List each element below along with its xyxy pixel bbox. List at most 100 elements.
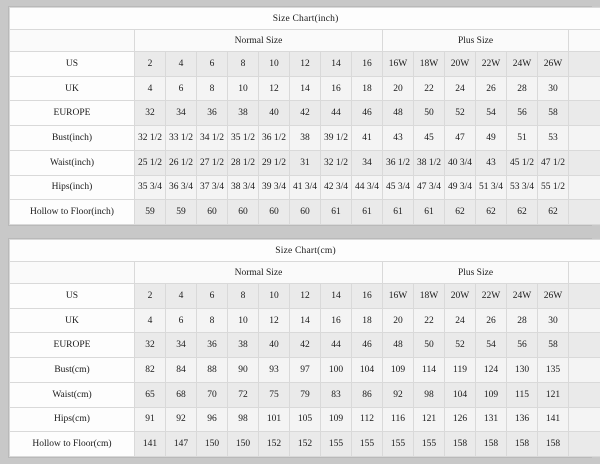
table-cell: 147 — [165, 431, 197, 457]
table-cell: 155 — [382, 431, 414, 457]
table-cell: 91 — [134, 406, 166, 433]
table-cell-trailing — [567, 149, 600, 176]
table-cell: 158 — [475, 431, 507, 457]
table-cell: 96 — [196, 406, 228, 433]
table-cell: 61 — [320, 199, 352, 225]
table-cell: 10 — [258, 51, 290, 77]
table-cell: 4 — [165, 51, 197, 77]
table-cell: 141 — [134, 431, 166, 457]
group-header-plus-size: Plus Size — [382, 29, 569, 52]
table-cell: 158 — [444, 431, 476, 457]
row-label-waist-inch: Waist(inch) — [9, 149, 135, 176]
table-cell: 141 — [537, 406, 569, 433]
table-cell: 93 — [258, 357, 290, 383]
table-cell: 26 — [475, 307, 507, 334]
row-label-us: US — [9, 283, 135, 309]
table-row: Hollow to Floor(cm) 141 147 150 150 152 152 155… — [9, 431, 600, 457]
table-cell: 52 — [444, 332, 476, 359]
table-cell: 16W — [382, 283, 414, 309]
size-chart-inch-table: Size Chart(inch) Normal Size Plus Size US 2 4… — [8, 7, 600, 225]
row-label-europe: EUROPE — [9, 332, 135, 359]
table-cell: 90 — [227, 357, 259, 383]
table-cell: 8 — [196, 75, 228, 102]
row-label-waist-cm: Waist(cm) — [9, 381, 135, 408]
size-chart-cm-block: Size Chart(cm) Normal Size Plus Size US 2 4 6 8… — [8, 238, 600, 458]
table-cell-trailing — [567, 332, 600, 359]
table-cell: 32 — [134, 100, 166, 127]
row-label-bust-cm: Bust(cm) — [9, 357, 135, 383]
table-cell: 12 — [289, 283, 321, 309]
table-cell-trailing — [567, 283, 600, 309]
table-row: Waist(inch) 25 1/2 26 1/2 27 1/2 28 1/2 29 1/… — [9, 149, 600, 176]
table-row: Hips(cm) 91 92 96 98 101 105 109 112 116 121 126 131… — [9, 406, 600, 433]
table-cell-trailing — [567, 357, 600, 383]
row-label-europe: EUROPE — [9, 100, 135, 127]
table-cell: 35 1/2 — [227, 125, 259, 151]
table-cell: 12 — [289, 51, 321, 77]
table-cell: 105 — [289, 406, 321, 433]
table-cell: 12 — [258, 75, 290, 102]
table-cell: 98 — [413, 381, 445, 408]
table-cell: 40 — [258, 100, 290, 127]
table-cell: 86 — [351, 381, 383, 408]
table-cell: 152 — [289, 431, 321, 457]
table-cell: 41 3/4 — [289, 174, 321, 201]
table-cell: 35 3/4 — [134, 174, 166, 201]
table-cell: 50 — [413, 100, 445, 127]
table-cell: 4 — [165, 283, 197, 309]
table-cell: 28 — [506, 307, 538, 334]
table-cell: 98 — [227, 406, 259, 433]
table-cell: 38 1/2 — [413, 149, 445, 176]
row-label-us: US — [9, 51, 135, 77]
table-cell: 130 — [506, 357, 538, 383]
table-cell: 22W — [475, 51, 507, 77]
table-row: EUROPE 32 34 36 38 40 42 44 46 48 50 52 54 56 58 — [9, 100, 600, 127]
chart-title: Size Chart(cm) — [8, 239, 600, 262]
table-cell: 116 — [382, 406, 414, 433]
row-label-hips-cm: Hips(cm) — [9, 406, 135, 433]
table-cell: 155 — [320, 431, 352, 457]
table-cell: 40 3/4 — [444, 149, 476, 176]
table-cell: 60 — [258, 199, 290, 225]
table-cell: 104 — [444, 381, 476, 408]
table-cell: 2 — [134, 283, 166, 309]
table-cell: 32 1/2 — [320, 149, 352, 176]
table-cell-trailing — [567, 381, 600, 408]
row-label-uk: UK — [9, 307, 135, 334]
table-row: Bust(cm) 82 84 88 90 93 97 100 104 109 114 119 124 13… — [9, 357, 600, 383]
table-cell: 50 — [413, 332, 445, 359]
table-cell: 14 — [289, 307, 321, 334]
table-cell: 62 — [444, 199, 476, 225]
table-cell: 32 1/2 — [134, 125, 166, 151]
table-cell: 14 — [289, 75, 321, 102]
table-cell: 44 — [320, 100, 352, 127]
table-cell: 109 — [320, 406, 352, 433]
size-chart-inch-block: Size Chart(inch) Normal Size Plus Size US 2 4… — [8, 6, 600, 226]
table-cell: 114 — [413, 357, 445, 383]
table-cell: 30 — [537, 307, 569, 334]
table-cell: 6 — [196, 283, 228, 309]
table-cell: 79 — [289, 381, 321, 408]
table-cell: 112 — [351, 406, 383, 433]
table-cell: 68 — [165, 381, 197, 408]
table-cell: 136 — [506, 406, 538, 433]
table-cell: 59 — [134, 199, 166, 225]
table-cell: 45 — [413, 125, 445, 151]
table-cell: 14 — [320, 283, 352, 309]
table-cell-trailing — [567, 431, 600, 457]
table-cell: 62 — [537, 199, 569, 225]
table-cell: 32 — [134, 332, 166, 359]
table-cell: 40 — [258, 332, 290, 359]
table-cell: 8 — [227, 283, 259, 309]
table-cell: 39 1/2 — [320, 125, 352, 151]
table-row: US 2 4 6 8 10 12 14 16 16W 18W 20W 22W 24W 26W — [9, 283, 600, 309]
group-header-row: Normal Size Plus Size — [9, 29, 600, 52]
chart-title: Size Chart(inch) — [8, 7, 600, 30]
table-cell: 44 — [320, 332, 352, 359]
table-cell: 8 — [227, 51, 259, 77]
table-cell: 51 3/4 — [475, 174, 507, 201]
table-cell: 65 — [134, 381, 166, 408]
table-cell: 61 — [382, 199, 414, 225]
table-cell: 18 — [351, 75, 383, 102]
table-cell: 52 — [444, 100, 476, 127]
